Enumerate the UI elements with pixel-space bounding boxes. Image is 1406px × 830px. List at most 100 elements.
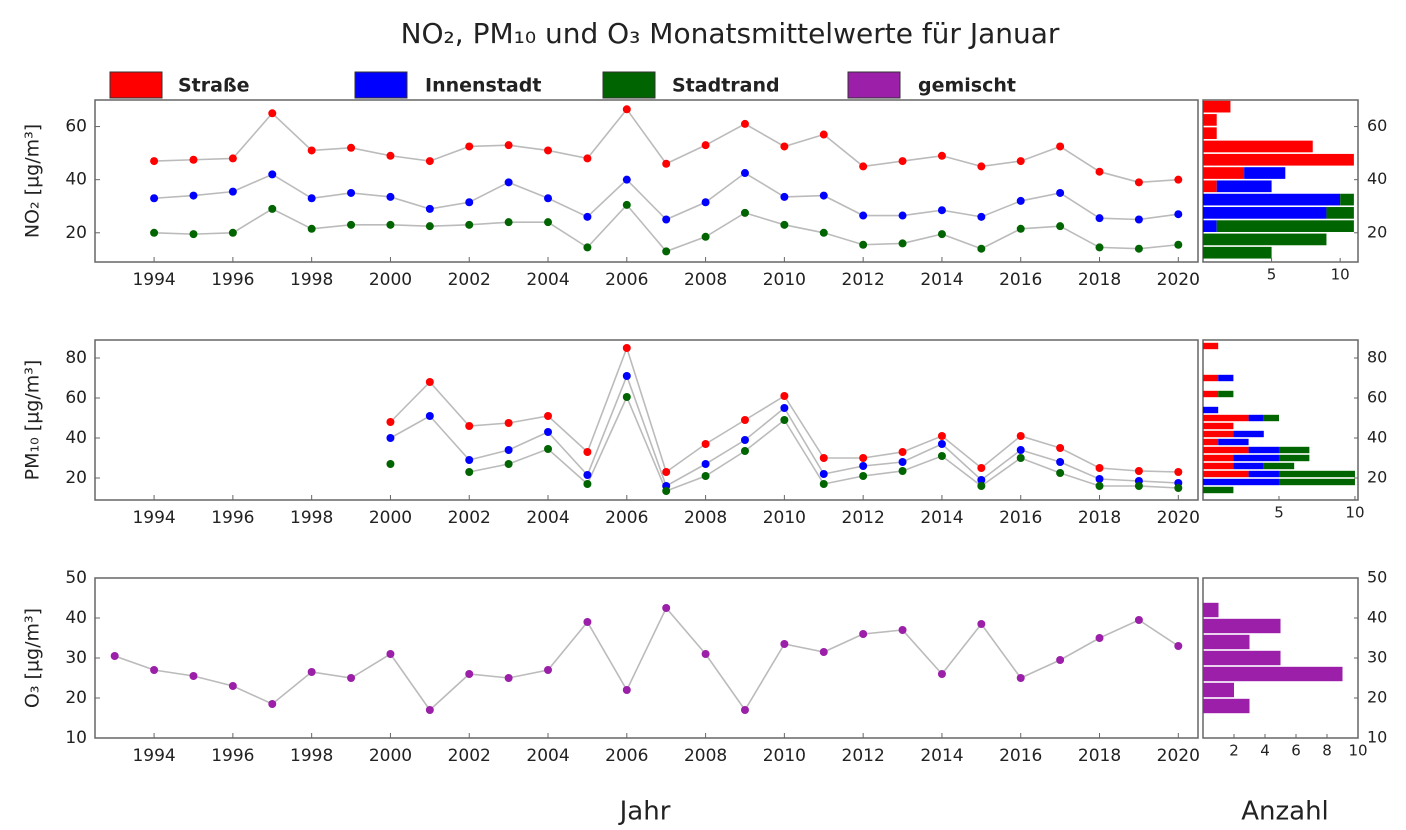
data-point xyxy=(937,452,946,460)
hist-bar xyxy=(1278,454,1310,462)
data-point xyxy=(386,434,395,442)
x-tick-label: 4 xyxy=(1260,742,1270,760)
data-point xyxy=(465,220,474,229)
data-point xyxy=(504,674,513,682)
data-point xyxy=(622,393,631,401)
data-point xyxy=(347,188,356,197)
y-axis-label: O₃ [µg/m³] xyxy=(22,608,44,708)
y-tick-label: 20 xyxy=(65,223,87,243)
data-point xyxy=(1174,240,1183,249)
data-point xyxy=(465,198,474,207)
hist-bar xyxy=(1203,342,1219,350)
hist-bar xyxy=(1203,682,1234,698)
data-point xyxy=(544,428,553,436)
x-tick-label: 2002 xyxy=(448,746,491,766)
data-point xyxy=(544,412,553,420)
y-tick-label: 30 xyxy=(65,648,87,668)
data-point xyxy=(740,169,749,178)
hist-bar xyxy=(1203,438,1219,446)
y-tick-label: 20 xyxy=(1367,468,1387,487)
data-point xyxy=(1095,214,1104,223)
y-tick-label: 10 xyxy=(1367,728,1387,747)
data-point xyxy=(898,458,907,466)
data-point xyxy=(937,432,946,440)
data-point xyxy=(898,626,907,634)
data-point xyxy=(1016,674,1025,682)
plot-frame xyxy=(94,577,1199,739)
hist-bar xyxy=(1203,193,1341,206)
hist-bar xyxy=(1203,618,1281,634)
data-point xyxy=(1016,157,1025,166)
data-point xyxy=(1056,188,1065,197)
data-point xyxy=(189,230,198,239)
data-point xyxy=(662,159,671,168)
data-point xyxy=(307,224,316,233)
data-point xyxy=(425,222,434,231)
data-point xyxy=(819,191,828,200)
x-tick-label: 2010 xyxy=(763,746,806,766)
x-tick-label: 1994 xyxy=(132,746,175,766)
x-tick-label: 2020 xyxy=(1157,270,1200,290)
legend-label: Straße xyxy=(178,75,250,97)
data-point xyxy=(1095,464,1104,472)
x-axis-label: Anzahl xyxy=(1241,797,1329,827)
hist-bar xyxy=(1203,430,1234,438)
series-line xyxy=(114,606,1179,712)
x-tick-label: 1996 xyxy=(211,746,254,766)
data-point xyxy=(583,212,592,221)
data-point xyxy=(780,192,789,201)
data-point xyxy=(347,143,356,152)
data-point xyxy=(701,141,710,150)
y-tick-label: 20 xyxy=(1367,222,1387,241)
data-point xyxy=(937,206,946,215)
data-point xyxy=(780,392,789,400)
x-tick-label: 2004 xyxy=(526,746,569,766)
y-tick-label: 60 xyxy=(65,388,87,408)
data-point xyxy=(189,155,198,164)
data-point xyxy=(780,142,789,151)
hist-bar xyxy=(1248,470,1279,478)
data-point xyxy=(504,460,513,468)
y-tick-label: 40 xyxy=(1367,428,1387,447)
x-tick-label: 2012 xyxy=(842,270,885,290)
data-point xyxy=(1016,224,1025,233)
data-point xyxy=(622,105,631,114)
hist-bar xyxy=(1203,140,1313,153)
hist-bar xyxy=(1203,233,1327,246)
data-point xyxy=(504,419,513,427)
data-point xyxy=(465,456,474,464)
data-point xyxy=(859,162,868,171)
hist-bar xyxy=(1218,390,1234,398)
hist-bar xyxy=(1248,414,1264,422)
hist-bar xyxy=(1203,390,1219,398)
hist-bar xyxy=(1216,180,1272,193)
data-point xyxy=(150,666,159,674)
data-point xyxy=(780,640,789,648)
data-point xyxy=(307,146,316,155)
y-tick-label: 40 xyxy=(65,608,87,628)
data-point xyxy=(937,670,946,678)
data-point xyxy=(583,154,592,163)
data-point xyxy=(977,162,986,171)
x-tick-label: 2008 xyxy=(684,270,727,290)
y-tick-label: 20 xyxy=(65,468,87,488)
x-tick-label: 2002 xyxy=(448,508,491,528)
x-tick-label: 2012 xyxy=(842,508,885,528)
data-point xyxy=(150,157,159,166)
data-point xyxy=(898,211,907,220)
data-point xyxy=(1174,175,1183,184)
data-point xyxy=(977,244,986,253)
hist-bar xyxy=(1203,446,1249,454)
hist-bar xyxy=(1203,478,1279,486)
x-tick-label: 2000 xyxy=(369,746,412,766)
data-point xyxy=(1095,243,1104,252)
data-point xyxy=(1174,642,1183,650)
x-tick-label: 10 xyxy=(1331,266,1350,284)
data-point xyxy=(1056,444,1065,452)
data-point xyxy=(701,198,710,207)
hist-bar xyxy=(1203,207,1327,219)
hist-bar xyxy=(1203,422,1234,430)
data-point xyxy=(386,418,395,426)
data-point xyxy=(937,440,946,448)
data-point xyxy=(662,247,671,256)
